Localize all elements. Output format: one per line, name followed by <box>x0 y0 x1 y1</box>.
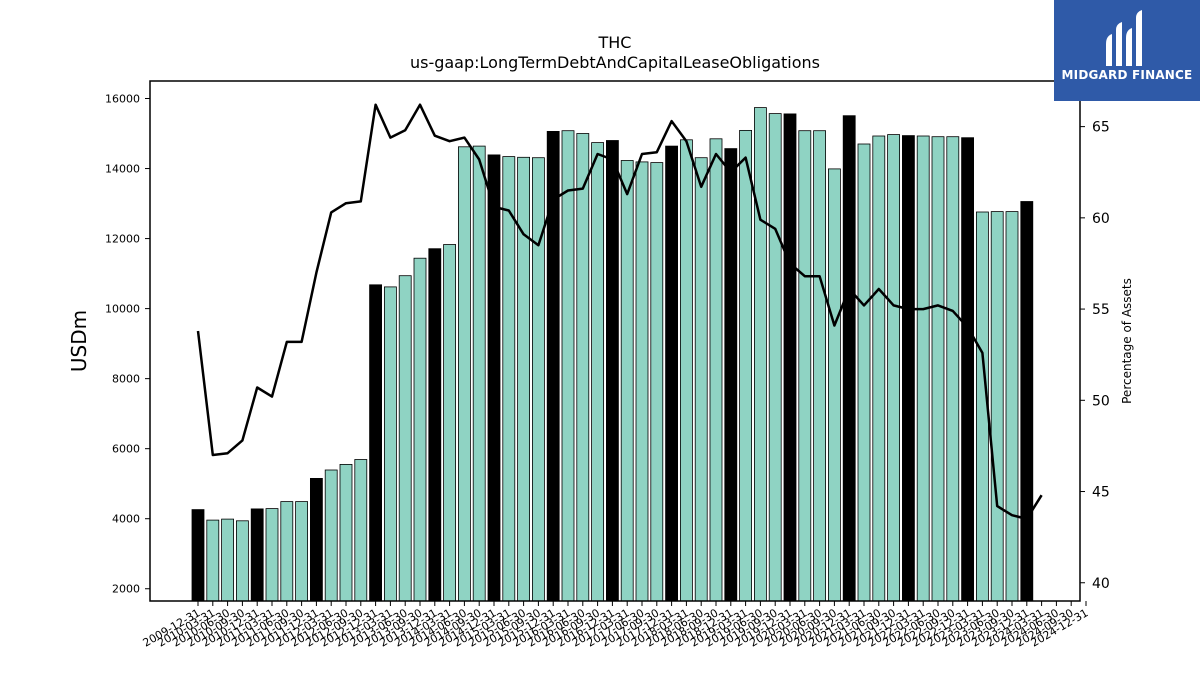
bar <box>902 136 914 601</box>
bar <box>562 131 574 601</box>
brand-logo: MIDGARD FINANCE <box>1054 0 1200 101</box>
bar <box>710 139 722 601</box>
y-tick-label: 8000 <box>112 373 140 386</box>
bar <box>666 146 678 601</box>
bar <box>192 510 204 601</box>
bar <box>444 245 456 602</box>
x-axis-ticks: 2009-12-312010-03-312010-06-302010-09-30… <box>141 601 1091 650</box>
bar <box>296 502 308 601</box>
line-layer <box>198 105 1042 519</box>
chart-title: THC <box>598 33 632 52</box>
bar <box>384 287 396 601</box>
bar <box>473 146 485 601</box>
bar <box>814 131 826 601</box>
y-tick-label: 14000 <box>105 163 140 176</box>
bar <box>251 509 263 601</box>
y-axis-label: USDm <box>67 310 91 372</box>
bar <box>873 136 885 601</box>
bar <box>784 114 796 601</box>
y2-axis-label: Percentage of Assets <box>1120 278 1134 404</box>
bar <box>503 157 515 601</box>
bar <box>843 116 855 601</box>
bar <box>207 520 219 601</box>
bar <box>355 460 367 602</box>
logo-text: MIDGARD FINANCE <box>1054 68 1200 82</box>
bar <box>947 137 959 601</box>
bar <box>769 114 781 601</box>
y2-tick-label: 40 <box>1092 576 1110 592</box>
y2-tick-label: 50 <box>1092 393 1110 409</box>
bar <box>577 134 589 602</box>
bar <box>340 464 352 601</box>
bar <box>1021 202 1033 602</box>
bar <box>888 135 900 601</box>
y-tick-label: 4000 <box>112 513 140 526</box>
y-tick-label: 12000 <box>105 233 140 246</box>
bar <box>458 147 470 601</box>
bar <box>592 143 604 601</box>
bar <box>828 169 840 601</box>
bar <box>606 141 618 602</box>
bar <box>370 285 382 601</box>
bar <box>399 276 411 601</box>
bar <box>1006 212 1018 601</box>
bar <box>621 161 633 602</box>
bar <box>695 158 707 601</box>
y-axis-ticks: 2000 4000 6000 8000 10000 12000 14000 16000 <box>105 93 150 596</box>
bar <box>680 140 692 601</box>
bar <box>266 509 278 601</box>
bar <box>858 144 870 601</box>
y2-tick-label: 65 <box>1092 120 1110 136</box>
y2-tick-label: 55 <box>1092 302 1110 318</box>
percentage-line <box>198 105 1042 519</box>
y2-tick-label: 60 <box>1092 211 1110 227</box>
bar <box>962 138 974 601</box>
bar <box>310 478 322 601</box>
bar <box>325 470 337 601</box>
bar <box>281 502 293 601</box>
bar <box>754 108 766 601</box>
bar <box>532 158 544 601</box>
bar <box>429 249 441 601</box>
y2-axis-ticks: 40 45 50 55 60 65 <box>1080 120 1110 592</box>
bar <box>651 163 663 601</box>
bar-group <box>192 108 1033 601</box>
bar <box>991 212 1003 601</box>
bar <box>740 130 752 601</box>
y2-tick-label: 45 <box>1092 485 1110 501</box>
y-tick-label: 16000 <box>105 93 140 106</box>
bar <box>799 131 811 601</box>
bar <box>236 521 248 601</box>
bar <box>222 519 234 601</box>
y-tick-label: 2000 <box>112 583 140 596</box>
bar <box>636 162 648 601</box>
bar <box>725 149 737 601</box>
bar <box>488 155 500 601</box>
chart-subtitle: us-gaap:LongTermDebtAndCapitalLeaseOblig… <box>410 53 820 72</box>
bar <box>932 137 944 601</box>
bar <box>414 258 426 601</box>
y-tick-label: 10000 <box>105 303 140 316</box>
bar <box>917 136 929 601</box>
y-tick-label: 6000 <box>112 443 140 456</box>
logo-mark-icon <box>1104 10 1150 66</box>
bar <box>518 157 530 601</box>
